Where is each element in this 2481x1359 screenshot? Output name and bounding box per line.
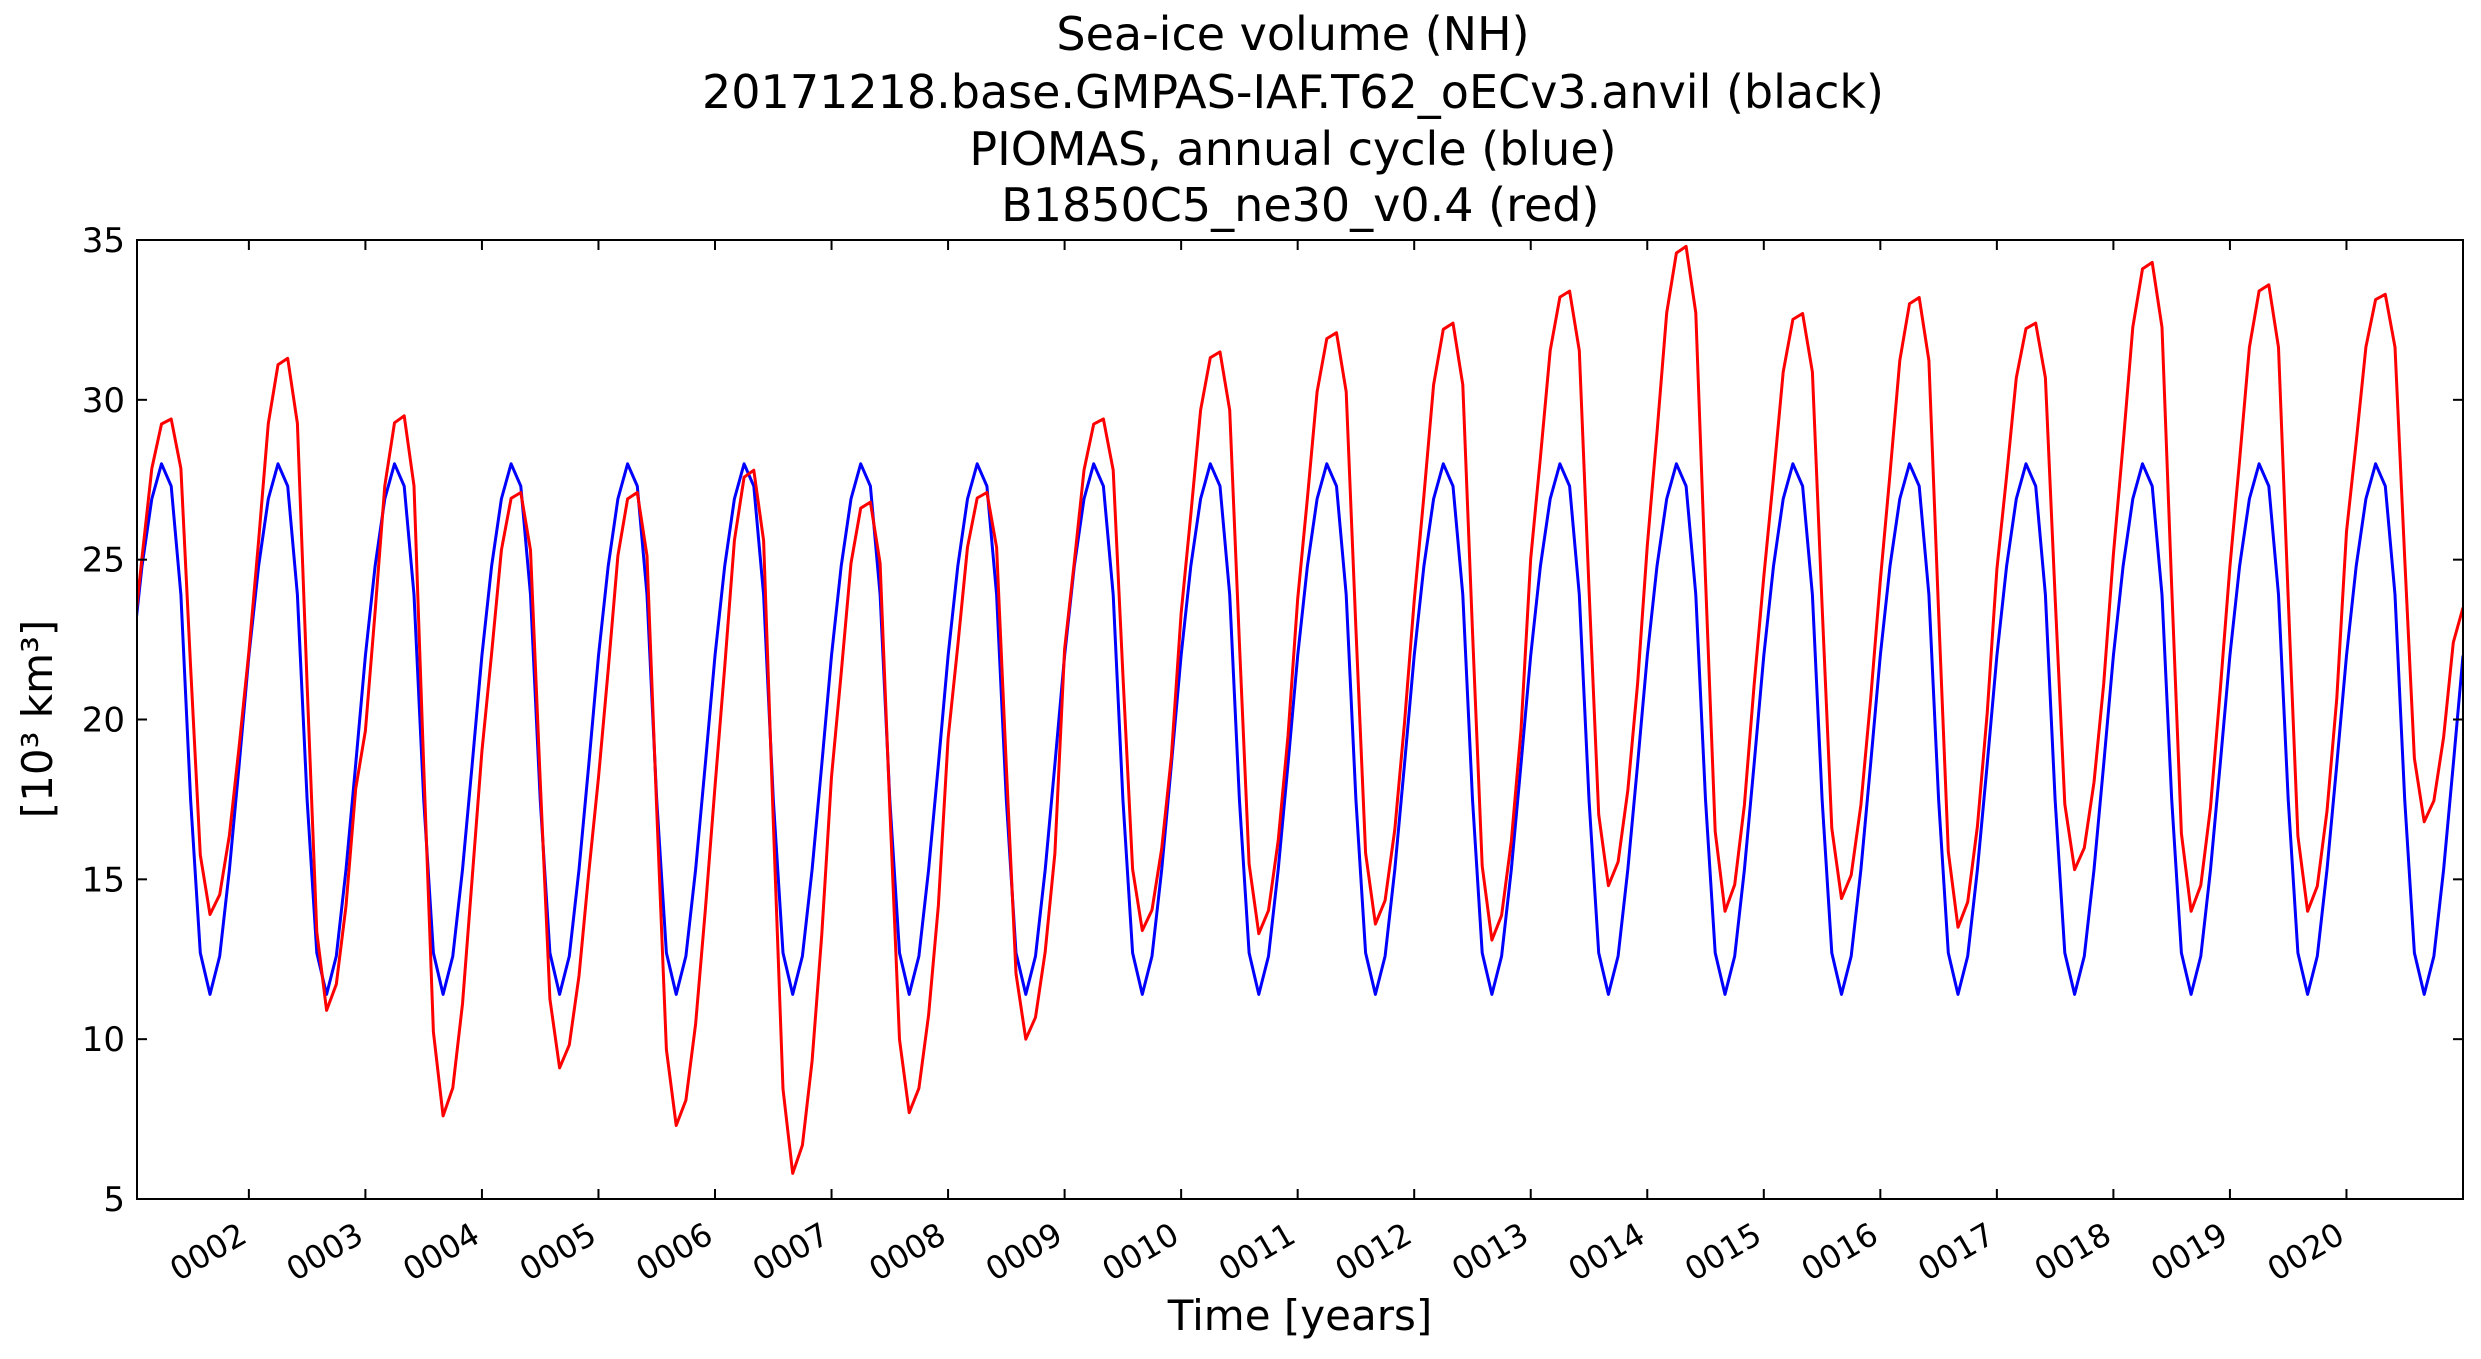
series-line-piomas (137, 462, 2463, 996)
x-axis-label: Time [years] (1167, 1291, 1433, 1340)
y-tick-label: 5 (103, 1180, 125, 1220)
x-tick-label: 0018 (2028, 1215, 2118, 1289)
x-tick-label: 0009 (979, 1215, 1069, 1289)
x-tick-label: 0016 (1795, 1215, 1885, 1289)
title-line-4: B1850C5_ne30_v0.4 (red) (987, 178, 1600, 232)
x-tick-label: 0019 (2144, 1215, 2234, 1289)
y-tick-label: 25 (82, 541, 125, 581)
title-line-3: PIOMAS, annual cycle (blue) (969, 122, 1616, 176)
x-tick-label: 0012 (1329, 1215, 1419, 1289)
y-tick-label: 15 (82, 860, 125, 900)
x-tick-label: 0010 (1096, 1215, 1186, 1289)
x-tick-label: 0017 (1911, 1215, 2001, 1289)
title-line-1: Sea-ice volume (NH) (1056, 7, 1529, 61)
x-tick-label: 0006 (629, 1215, 719, 1289)
x-tick-label: 0008 (863, 1215, 953, 1289)
plot-series (137, 244, 2463, 1175)
y-tick-label: 35 (82, 221, 125, 261)
y-tick-label: 20 (82, 701, 125, 741)
x-tick-label: 0015 (1678, 1215, 1768, 1289)
series-line-b1850 (137, 244, 2463, 1175)
y-axis: 5 10 15 20 25 30 35 (82, 221, 2463, 1220)
x-tick-label: 0014 (1562, 1215, 1652, 1289)
x-axis: 0002 0003 0004 0005 0006 0007 0008 0009 0010 0011… (163, 240, 2350, 1289)
x-tick-label: 0007 (746, 1215, 836, 1289)
x-tick-label: 0011 (1212, 1215, 1302, 1289)
x-tick-label: 0003 (280, 1215, 370, 1289)
chart-title: Sea-ice volume (NH) 20171218.base.GMPAS-… (702, 7, 1884, 232)
y-axis-label: [10³ km³] (13, 620, 62, 818)
x-tick-label: 0002 (163, 1215, 253, 1289)
x-tick-label: 0020 (2261, 1215, 2351, 1289)
y-tick-label: 30 (82, 381, 125, 421)
x-tick-label: 0013 (1445, 1215, 1535, 1289)
y-tick-label: 10 (82, 1020, 125, 1060)
x-tick-label: 0005 (513, 1215, 603, 1289)
x-tick-label: 0004 (396, 1215, 486, 1289)
title-line-2: 20171218.base.GMPAS-IAF.T62_oECv3.anvil … (702, 65, 1884, 119)
